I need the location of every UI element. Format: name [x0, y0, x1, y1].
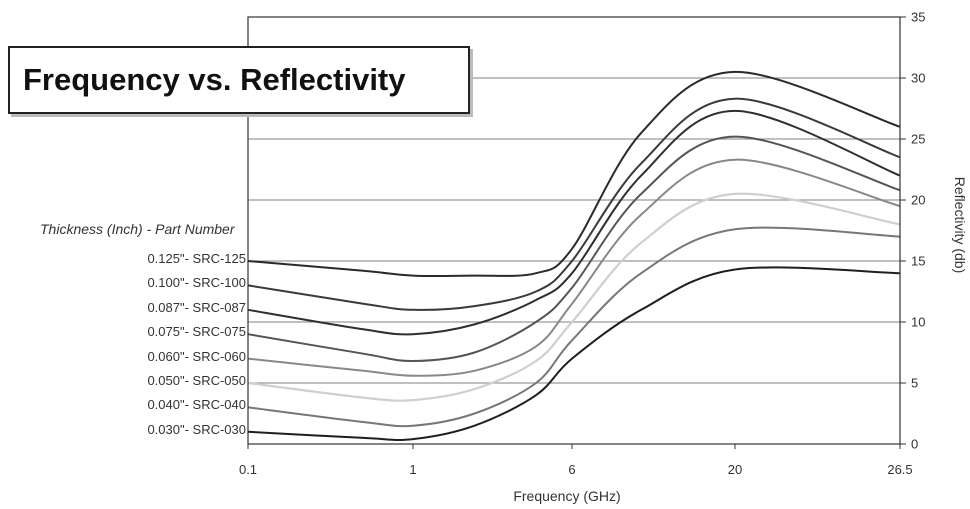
legend-item: 0.075"- SRC-075: [147, 324, 246, 340]
chart-title: Frequency vs. Reflectivity: [23, 62, 406, 97]
y-tick-label: 30: [911, 70, 926, 86]
legend-item: 0.060"- SRC-060: [147, 348, 246, 364]
x-tick-label: 6: [568, 462, 576, 477]
x-tick-label: 26.5: [887, 462, 913, 477]
y-axis-label: Reflectivity (db): [952, 176, 968, 274]
series-line-src-125: [247, 70, 901, 278]
series-line-src-040: [247, 226, 901, 428]
y-tick-label: 10: [911, 314, 926, 330]
legend-item: 0.100"- SRC-100: [147, 275, 246, 291]
chart-title-box: Frequency vs. Reflectivity: [8, 46, 470, 114]
series-line-src-100: [247, 97, 901, 311]
series-line-src-087: [247, 109, 901, 336]
legend-title: Thickness (Inch) - Part Number: [40, 221, 235, 237]
tick-marks: [247, 16, 906, 449]
y-tick-label: 20: [911, 192, 926, 208]
y-tick-label: 15: [911, 253, 926, 269]
x-tick-label: 20: [727, 462, 743, 477]
legend-item: 0.125"- SRC-125: [147, 251, 246, 266]
y-tick-label: 5: [911, 375, 919, 391]
x-tick-label: 1: [409, 462, 417, 477]
legend-item: 0.050"- SRC-050: [147, 373, 246, 388]
legend-item: 0.040"- SRC-040: [147, 397, 246, 413]
series-line-src-060: [247, 158, 901, 377]
y-tick-label: 25: [911, 131, 926, 147]
series-lines: [247, 70, 901, 441]
x-tick-label: 0.1: [238, 462, 258, 477]
series-line-src-050: [247, 192, 901, 402]
y-tick-label: 35: [911, 9, 926, 25]
x-axis-label: Frequency (GHz): [513, 488, 621, 504]
plot-frame: [247, 16, 901, 445]
y-tick-label: 0: [911, 436, 919, 452]
series-line-src-075: [247, 135, 901, 363]
legend-item: 0.087"- SRC-087: [147, 299, 246, 315]
legend-item: 0.030"- SRC-030: [147, 421, 246, 437]
series-line-src-030: [247, 266, 901, 441]
